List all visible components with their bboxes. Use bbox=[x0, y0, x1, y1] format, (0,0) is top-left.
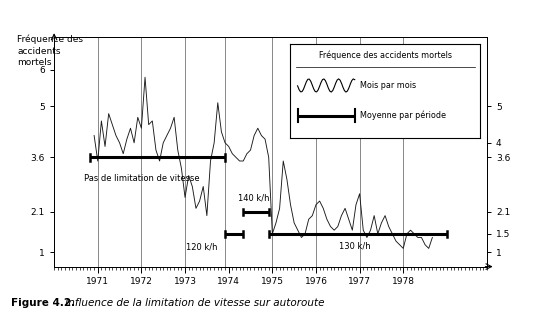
Text: 130 k/h: 130 k/h bbox=[339, 242, 371, 251]
Text: Figure 4.2.: Figure 4.2. bbox=[11, 299, 75, 308]
Text: Fréquence des
accidents
mortels: Fréquence des accidents mortels bbox=[17, 35, 83, 67]
Text: Pas de limitation de vitesse: Pas de limitation de vitesse bbox=[83, 174, 199, 183]
Text: 140 k/h: 140 k/h bbox=[238, 194, 270, 203]
Text: 120 k/h: 120 k/h bbox=[186, 243, 218, 252]
Text: Influence de la limitation de vitesse sur autoroute: Influence de la limitation de vitesse su… bbox=[62, 299, 325, 308]
